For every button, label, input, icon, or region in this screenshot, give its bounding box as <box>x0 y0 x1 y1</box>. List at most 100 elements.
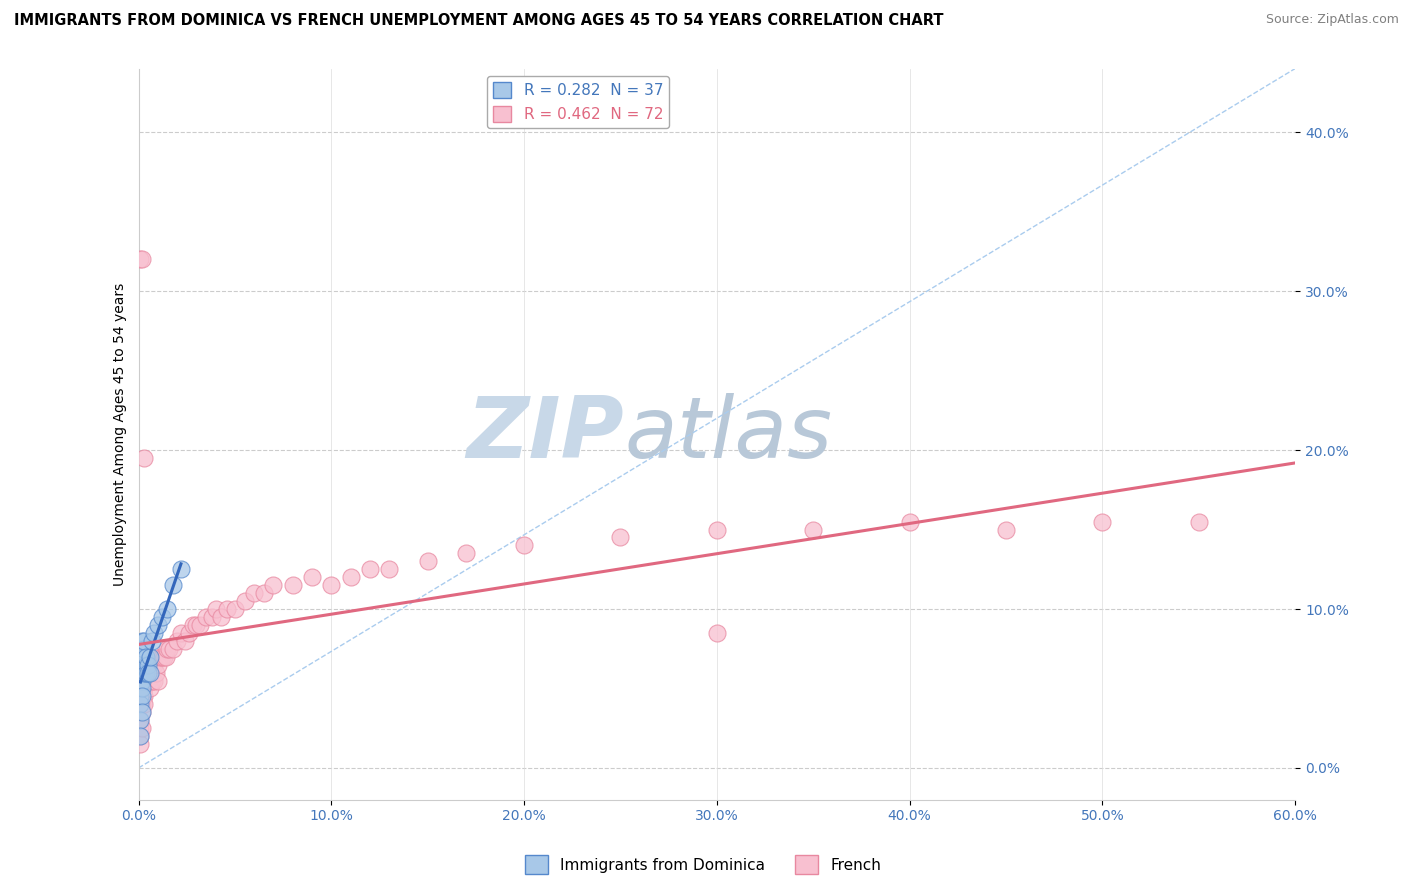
Point <box>146 673 169 688</box>
Point <box>129 665 152 680</box>
Point <box>134 665 156 680</box>
Point <box>898 515 921 529</box>
Point <box>131 706 153 720</box>
Point <box>129 690 152 704</box>
Point <box>131 721 153 735</box>
Point <box>609 531 631 545</box>
Point <box>166 633 188 648</box>
Point <box>243 586 266 600</box>
Point <box>141 657 163 672</box>
Point <box>131 252 153 267</box>
Point <box>201 610 224 624</box>
Point <box>131 649 153 664</box>
Point <box>152 649 174 664</box>
Point <box>129 698 152 712</box>
Text: IMMIGRANTS FROM DOMINICA VS FRENCH UNEMPLOYMENT AMONG AGES 45 TO 54 YEARS CORREL: IMMIGRANTS FROM DOMINICA VS FRENCH UNEMP… <box>14 13 943 29</box>
Point <box>131 665 153 680</box>
Legend: Immigrants from Dominica, French: Immigrants from Dominica, French <box>519 849 887 880</box>
Point <box>217 602 239 616</box>
Point <box>129 713 152 727</box>
Point <box>378 562 401 576</box>
Point <box>136 665 159 680</box>
Point <box>188 618 211 632</box>
Text: Source: ZipAtlas.com: Source: ZipAtlas.com <box>1265 13 1399 27</box>
Point <box>224 602 246 616</box>
Text: atlas: atlas <box>624 392 832 475</box>
Point <box>131 673 153 688</box>
Point <box>170 562 193 576</box>
Point <box>131 681 153 696</box>
Point <box>339 570 361 584</box>
Point <box>456 546 478 560</box>
Point <box>416 554 439 568</box>
Point <box>801 523 824 537</box>
Point <box>173 633 195 648</box>
Point <box>135 657 157 672</box>
Legend: R = 0.282  N = 37, R = 0.462  N = 72: R = 0.282 N = 37, R = 0.462 N = 72 <box>486 76 669 128</box>
Point <box>1188 515 1211 529</box>
Point <box>1091 515 1114 529</box>
Point <box>129 729 152 743</box>
Point <box>359 562 381 576</box>
Point <box>139 681 162 696</box>
Point <box>134 673 156 688</box>
Point <box>135 665 157 680</box>
Point <box>142 657 165 672</box>
Point <box>177 625 200 640</box>
Point <box>204 602 226 616</box>
Point <box>995 523 1018 537</box>
Point <box>134 450 156 465</box>
Text: ZIP: ZIP <box>467 392 624 475</box>
Point <box>129 713 152 727</box>
Point <box>131 706 153 720</box>
Point <box>129 721 152 735</box>
Point <box>195 610 218 624</box>
Point <box>145 665 167 680</box>
Point <box>706 523 728 537</box>
Point <box>281 578 304 592</box>
Point <box>150 610 173 624</box>
Point <box>141 633 163 648</box>
Point <box>155 649 177 664</box>
Point <box>136 657 159 672</box>
Point <box>142 625 165 640</box>
Point <box>134 649 156 664</box>
Point <box>162 578 184 592</box>
Point <box>129 698 152 712</box>
Point <box>301 570 323 584</box>
Point <box>209 610 232 624</box>
Point <box>706 625 728 640</box>
Point <box>131 681 153 696</box>
Point <box>129 737 152 751</box>
Point <box>129 641 152 656</box>
Point <box>135 649 157 664</box>
Point <box>139 665 162 680</box>
Point <box>150 649 173 664</box>
Point <box>134 641 156 656</box>
Point <box>134 657 156 672</box>
Point <box>139 665 162 680</box>
Point <box>263 578 285 592</box>
Y-axis label: Unemployment Among Ages 45 to 54 years: Unemployment Among Ages 45 to 54 years <box>114 283 128 586</box>
Point <box>157 641 180 656</box>
Point <box>129 657 152 672</box>
Point <box>170 625 193 640</box>
Point <box>139 649 162 664</box>
Point <box>181 618 204 632</box>
Point <box>156 602 179 616</box>
Point <box>146 618 169 632</box>
Point <box>136 657 159 672</box>
Point <box>134 698 156 712</box>
Point <box>136 673 159 688</box>
Point <box>131 633 153 648</box>
Point <box>142 673 165 688</box>
Point <box>131 690 153 704</box>
Point <box>253 586 276 600</box>
Point <box>162 641 184 656</box>
Point <box>131 690 153 704</box>
Point <box>131 657 153 672</box>
Point <box>186 618 208 632</box>
Point <box>141 673 163 688</box>
Point <box>129 252 152 267</box>
Point <box>134 633 156 648</box>
